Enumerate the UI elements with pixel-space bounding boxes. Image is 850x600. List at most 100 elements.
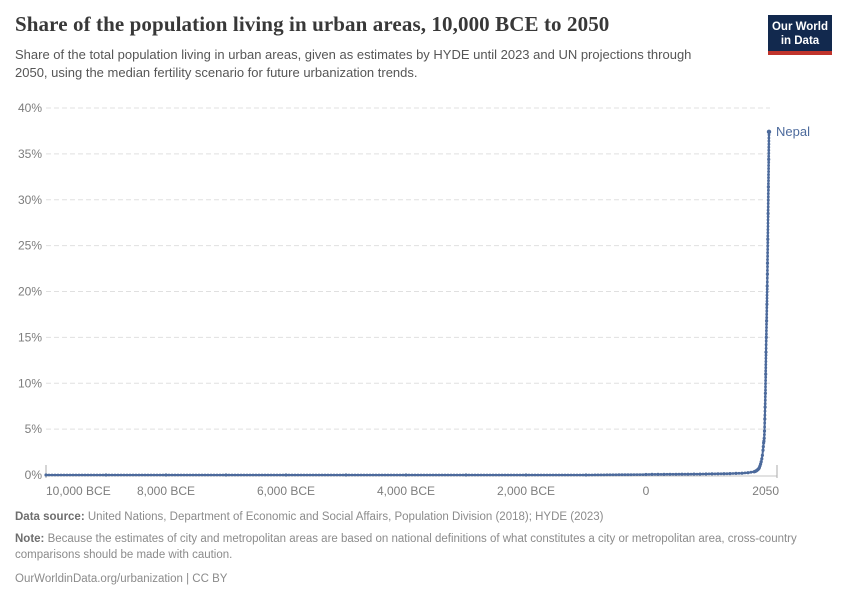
data-point-marker — [401, 473, 405, 477]
data-point-marker — [497, 473, 501, 477]
data-point-marker — [765, 293, 769, 297]
data-point-marker — [764, 343, 768, 347]
data-point-marker — [767, 148, 771, 152]
data-source-text: United Nations, Department of Economic a… — [84, 511, 604, 523]
data-point-marker — [395, 473, 399, 477]
data-point-marker — [765, 326, 768, 329]
data-point-marker — [458, 473, 462, 477]
data-point-marker — [767, 157, 771, 161]
data-point-marker — [290, 473, 294, 477]
data-point-marker — [614, 473, 618, 477]
data-point-marker — [671, 472, 675, 476]
data-point-marker — [713, 472, 717, 476]
data-point-marker — [383, 473, 387, 477]
x-axis-tick-label: 2050 — [752, 484, 779, 498]
data-point-marker — [368, 473, 372, 477]
chart-title: Share of the population living in urban … — [15, 12, 610, 36]
logo-line1: Our World — [771, 21, 828, 33]
data-point-marker — [53, 473, 57, 477]
data-point-marker — [236, 473, 240, 477]
data-point-marker — [659, 473, 663, 476]
data-point-marker — [446, 473, 450, 477]
data-point-marker — [179, 473, 183, 477]
data-point-marker — [77, 473, 81, 477]
data-point-marker — [563, 473, 567, 477]
data-point-marker — [764, 369, 768, 373]
y-axis-tick-label: 35% — [18, 147, 42, 161]
data-point-marker — [59, 473, 63, 477]
data-point-marker — [762, 429, 767, 433]
data-point-marker — [765, 332, 768, 336]
x-axis-tick-label: 6,000 BCE — [257, 484, 315, 498]
data-point-marker — [161, 473, 165, 477]
data-point-marker — [440, 473, 444, 477]
data-point-marker — [623, 473, 627, 477]
data-point-marker — [548, 473, 552, 477]
data-point-marker — [602, 473, 606, 477]
data-point-marker — [596, 473, 600, 477]
data-point-marker — [89, 473, 93, 477]
data-point-marker — [716, 472, 720, 476]
data-point-marker — [766, 221, 770, 225]
data-point-marker — [766, 244, 770, 248]
y-axis-tick-label: 40% — [18, 101, 42, 115]
data-point-marker — [765, 312, 769, 316]
chart-footer: Data source: United Nations, Department … — [15, 509, 837, 593]
data-point-marker — [431, 473, 435, 477]
data-point-marker — [704, 472, 708, 476]
data-point-marker — [762, 439, 766, 443]
data-point-marker — [527, 473, 531, 477]
data-point-marker — [455, 473, 459, 477]
data-point-marker — [766, 254, 769, 258]
citation-link[interactable]: OurWorldinData.org/urbanization — [15, 573, 183, 586]
data-point-marker — [275, 473, 279, 477]
data-point-marker — [605, 473, 609, 477]
data-point-marker — [65, 473, 69, 477]
data-point-marker — [398, 473, 402, 477]
data-point-marker — [665, 472, 669, 476]
data-point-marker — [767, 173, 770, 177]
note-label: Note: — [15, 533, 45, 546]
data-point-marker — [767, 164, 770, 167]
data-point-marker — [509, 473, 513, 477]
x-axis-tick-label: 10,000 BCE — [46, 484, 111, 498]
data-point-marker — [227, 473, 231, 477]
data-point-marker — [764, 350, 768, 354]
data-point-marker — [407, 473, 411, 477]
data-point-marker — [644, 472, 648, 477]
data-point-marker — [765, 261, 770, 265]
data-point-marker — [767, 182, 770, 186]
data-point-marker — [74, 473, 78, 477]
data-point-marker — [764, 339, 768, 343]
data-point-marker — [215, 473, 219, 477]
citation-line: OurWorldinData.org/urbanization | CC BY — [15, 571, 837, 587]
data-point-marker — [590, 473, 594, 477]
data-point-marker — [766, 225, 770, 228]
data-point-marker — [765, 272, 770, 276]
data-point-marker — [767, 170, 770, 174]
data-point-marker — [350, 473, 354, 477]
data-point-marker — [200, 473, 204, 477]
chart-header: Share of the population living in urban … — [15, 12, 755, 82]
data-point-marker — [761, 448, 765, 452]
data-point-marker — [608, 473, 612, 477]
data-point-marker — [765, 290, 769, 294]
data-point-marker — [317, 473, 321, 477]
owid-logo[interactable]: Our World in Data — [768, 15, 832, 56]
data-point-marker — [599, 473, 603, 477]
data-point-marker — [766, 218, 770, 222]
data-point-marker — [725, 472, 729, 476]
data-point-marker — [617, 473, 621, 477]
data-point-marker — [575, 473, 579, 477]
data-point-marker — [722, 472, 726, 476]
data-point-marker — [164, 473, 168, 477]
data-point-marker — [764, 363, 768, 366]
data-point-marker — [203, 473, 207, 477]
data-point-marker — [329, 473, 333, 477]
data-point-marker — [767, 145, 771, 149]
data-point-marker — [461, 473, 465, 477]
data-point-marker — [206, 473, 210, 477]
data-point-marker — [765, 296, 769, 300]
data-point-marker — [632, 473, 636, 476]
data-point-marker — [650, 472, 654, 476]
